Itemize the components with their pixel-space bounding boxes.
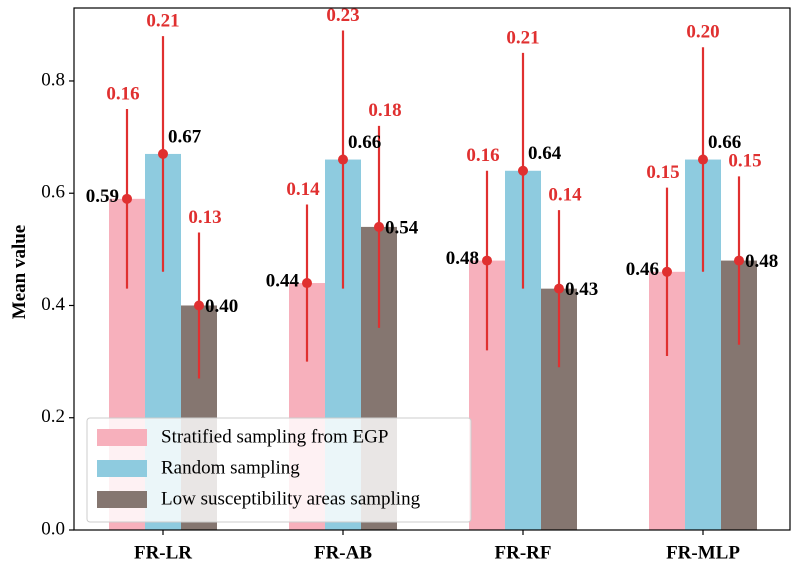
x-tick-label: FR-MLP — [666, 542, 740, 563]
x-tick-label: FR-LR — [134, 542, 192, 563]
plot-frame — [73, 7, 791, 531]
mean-marker — [698, 154, 708, 165]
legend-swatch — [97, 460, 147, 477]
error-label: 0.23 — [326, 5, 359, 26]
error-label: 0.16 — [466, 145, 499, 166]
x-tick-label: FR-RF — [495, 542, 552, 563]
legend-label: Random sampling — [161, 457, 300, 478]
error-label: 0.14 — [548, 184, 582, 205]
mean-marker — [158, 148, 168, 159]
error-label: 0.16 — [106, 83, 139, 104]
value-label: 0.67 — [168, 126, 202, 147]
y-tick-label: 0.6 — [41, 182, 65, 203]
error-label: 0.15 — [728, 151, 761, 172]
mean-marker — [302, 278, 312, 289]
mean-marker — [194, 300, 204, 311]
mean-marker — [122, 193, 132, 204]
legend-swatch — [97, 429, 147, 446]
legend-label: Low susceptibility areas sampling — [161, 488, 421, 509]
legend-swatch — [97, 491, 147, 508]
y-tick-label: 0.0 — [41, 518, 65, 539]
y-tick-label: 0.4 — [41, 294, 65, 315]
value-label: 0.59 — [86, 186, 119, 207]
value-label: 0.54 — [385, 217, 419, 238]
value-label: 0.46 — [626, 259, 659, 280]
legend-label: Stratified sampling from EGP — [161, 426, 388, 447]
y-axis-label: Mean value — [9, 225, 30, 319]
error-label: 0.15 — [646, 162, 679, 183]
error-label: 0.20 — [686, 22, 719, 43]
y-tick-label: 0.2 — [41, 406, 65, 427]
value-label: 0.48 — [446, 248, 479, 269]
error-label: 0.18 — [368, 100, 401, 121]
value-label: 0.48 — [745, 251, 778, 272]
value-label: 0.43 — [565, 279, 598, 300]
mean-marker — [734, 255, 744, 266]
mean-marker — [554, 283, 564, 294]
mean-marker — [338, 154, 348, 165]
mean-marker — [482, 255, 492, 266]
error-label: 0.14 — [286, 179, 320, 200]
legend — [86, 417, 472, 523]
error-label: 0.13 — [188, 207, 221, 228]
value-label: 0.40 — [205, 296, 238, 317]
mean-marker — [374, 221, 384, 232]
mean-marker — [518, 165, 528, 176]
value-label: 0.64 — [528, 143, 562, 164]
error-label: 0.21 — [506, 27, 539, 48]
mean-marker — [662, 266, 672, 277]
value-label: 0.66 — [348, 132, 381, 153]
y-tick-label: 0.8 — [41, 69, 65, 90]
x-tick-label: FR-AB — [314, 542, 372, 563]
value-label: 0.44 — [266, 270, 300, 291]
error-label: 0.21 — [146, 10, 179, 31]
value-label: 0.66 — [708, 132, 741, 153]
